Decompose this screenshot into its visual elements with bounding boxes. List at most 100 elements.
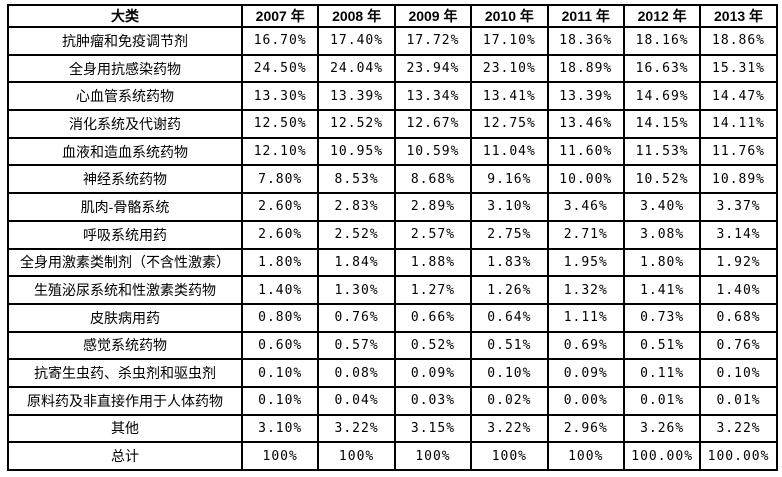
value-cell: 0.01% xyxy=(699,385,778,416)
value-cell: 3.22% xyxy=(470,413,549,444)
value-cell: 100% xyxy=(240,441,320,471)
category-cell: 皮肤病用药 xyxy=(7,302,243,333)
value-cell: 1.84% xyxy=(317,247,396,278)
value-cell: 2.96% xyxy=(546,413,625,444)
category-cell: 感觉系统药物 xyxy=(7,330,243,361)
value-cell: 100.00% xyxy=(699,441,778,471)
table-row: 消化系统及代谢药 12.50% 12.52% 12.67% 12.75% 13.46% 14… xyxy=(7,109,778,139)
value-cell: 0.04% xyxy=(317,385,396,416)
value-cell: 1.80% xyxy=(622,247,702,278)
value-cell: 3.08% xyxy=(622,219,702,250)
value-cell: 23.94% xyxy=(393,53,473,84)
value-cell: 1.92% xyxy=(699,247,778,278)
value-cell: 100% xyxy=(546,441,625,471)
value-cell: 1.40% xyxy=(240,275,320,305)
value-cell: 0.52% xyxy=(393,330,473,361)
category-cell: 全身用抗感染药物 xyxy=(7,53,243,84)
value-cell: 0.03% xyxy=(393,385,473,416)
value-cell: 0.08% xyxy=(317,358,396,388)
value-cell: 0.10% xyxy=(470,358,549,388)
value-cell: 2.57% xyxy=(393,219,473,250)
value-cell: 0.02% xyxy=(470,385,549,416)
value-cell: 14.11% xyxy=(699,109,778,139)
table-row: 抗寄生虫药、杀虫剂和驱虫剂 0.10% 0.08% 0.09% 0.10% 0.09% 0.… xyxy=(7,358,778,388)
category-cell: 其他 xyxy=(7,413,243,444)
table-row: 心血管系统药物 13.30% 13.39% 13.34% 13.41% 13.39% 14.… xyxy=(7,81,778,112)
category-cell: 血液和造血系统药物 xyxy=(7,136,243,167)
value-cell: 0.64% xyxy=(470,302,549,333)
value-cell: 2.75% xyxy=(470,219,549,250)
value-cell: 1.88% xyxy=(393,247,473,278)
value-cell: 1.40% xyxy=(699,275,778,305)
table-row: 其他 3.10% 3.22% 3.15% 3.22% 2.96% 3.26% 3.22% xyxy=(7,413,778,444)
value-cell: 17.72% xyxy=(393,26,473,56)
table-row: 感觉系统药物 0.60% 0.57% 0.52% 0.51% 0.69% 0.51% 0.76… xyxy=(7,330,778,361)
value-cell: 100% xyxy=(317,441,396,471)
table-row: 抗肿瘤和免疫调节剂 16.70% 17.40% 17.72% 17.10% 18.36% 1… xyxy=(7,26,778,56)
value-cell: 13.41% xyxy=(470,81,549,112)
value-cell: 17.40% xyxy=(317,26,396,56)
value-cell: 0.68% xyxy=(699,302,778,333)
table-row: 全身用激素类制剂（不含性激素） 1.80% 1.84% 1.88% 1.83% 1.95%… xyxy=(7,247,778,278)
value-cell: 24.50% xyxy=(240,53,320,84)
value-cell: 1.11% xyxy=(546,302,625,333)
header-row: 大类 2007 年 2008 年 2009 年 2010 年 2011 年 20… xyxy=(7,4,778,28)
value-cell: 24.04% xyxy=(317,53,396,84)
header-cell-year: 2010 年 xyxy=(470,4,549,28)
value-cell: 1.95% xyxy=(546,247,625,278)
category-cell: 抗肿瘤和免疫调节剂 xyxy=(7,26,243,56)
value-cell: 11.60% xyxy=(546,136,625,167)
table-row: 血液和造血系统药物 12.10% 10.95% 10.59% 11.04% 11.60% 1… xyxy=(7,136,778,167)
value-cell: 12.67% xyxy=(393,109,473,139)
value-cell: 8.68% xyxy=(393,164,473,195)
value-cell: 0.09% xyxy=(393,358,473,388)
value-cell: 2.83% xyxy=(317,192,396,222)
value-cell: 13.30% xyxy=(240,81,320,112)
value-cell: 1.26% xyxy=(470,275,549,305)
value-cell: 1.80% xyxy=(240,247,320,278)
category-cell: 呼吸系统用药 xyxy=(7,219,243,250)
value-cell: 13.39% xyxy=(546,81,625,112)
value-cell: 12.75% xyxy=(470,109,549,139)
value-cell: 3.15% xyxy=(393,413,473,444)
value-cell: 12.50% xyxy=(240,109,320,139)
value-cell: 2.89% xyxy=(393,192,473,222)
value-cell: 0.66% xyxy=(393,302,473,333)
value-cell: 0.80% xyxy=(240,302,320,333)
header-cell-year: 2007 年 xyxy=(240,4,320,28)
value-cell: 2.71% xyxy=(546,219,625,250)
value-cell: 10.89% xyxy=(699,164,778,195)
table-row: 原料药及非直接作用于人体药物 0.10% 0.04% 0.03% 0.02% 0.00% 0… xyxy=(7,385,778,416)
value-cell: 7.80% xyxy=(240,164,320,195)
value-cell: 3.10% xyxy=(240,413,320,444)
category-cell: 抗寄生虫药、杀虫剂和驱虫剂 xyxy=(7,358,243,388)
category-cell: 心血管系统药物 xyxy=(7,81,243,112)
value-cell: 0.76% xyxy=(317,302,396,333)
header-cell-year: 2012 年 xyxy=(622,4,702,28)
value-cell: 0.69% xyxy=(546,330,625,361)
category-cell: 全身用激素类制剂（不含性激素） xyxy=(7,247,243,278)
value-cell: 14.15% xyxy=(622,109,702,139)
value-cell: 0.10% xyxy=(699,358,778,388)
value-cell: 100% xyxy=(393,441,473,471)
table-header: 大类 2007 年 2008 年 2009 年 2010 年 2011 年 20… xyxy=(7,4,778,28)
header-cell-year: 2013 年 xyxy=(699,4,778,28)
value-cell: 1.41% xyxy=(622,275,702,305)
value-cell: 14.69% xyxy=(622,81,702,112)
value-cell: 0.76% xyxy=(699,330,778,361)
category-cell: 消化系统及代谢药 xyxy=(7,109,243,139)
value-cell: 1.32% xyxy=(546,275,625,305)
value-cell: 1.83% xyxy=(470,247,549,278)
value-cell: 3.22% xyxy=(317,413,396,444)
value-cell: 18.89% xyxy=(546,53,625,84)
value-cell: 3.10% xyxy=(470,192,549,222)
category-cell: 原料药及非直接作用于人体药物 xyxy=(7,385,243,416)
value-cell: 3.26% xyxy=(622,413,702,444)
value-cell: 11.04% xyxy=(470,136,549,167)
value-cell: 10.59% xyxy=(393,136,473,167)
value-cell: 1.30% xyxy=(317,275,396,305)
value-cell: 2.60% xyxy=(240,219,320,250)
header-cell-year: 2009 年 xyxy=(393,4,473,28)
value-cell: 100% xyxy=(470,441,549,471)
